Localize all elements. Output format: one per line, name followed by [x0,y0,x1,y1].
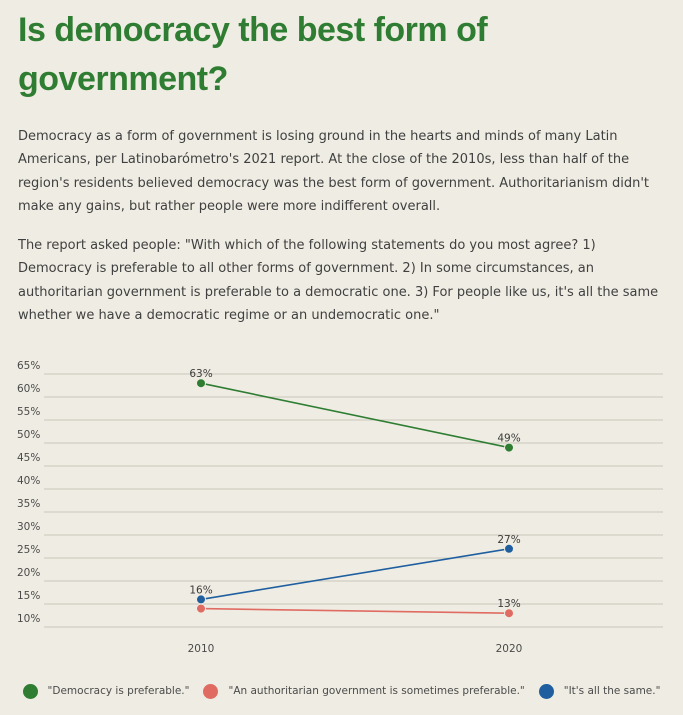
legend-label: "Democracy is preferable." [47,685,190,697]
y-tick-label: 15% [17,590,40,602]
legend-item: "An authoritarian government is sometime… [203,683,525,699]
x-tick-label: 2010 [188,643,215,655]
y-tick-label: 10% [17,613,40,625]
legend-item: "It's all the same." [538,683,661,699]
y-tick-label: 60% [17,383,40,395]
y-tick-label: 30% [17,521,40,533]
legend-label: "An authoritarian government is sometime… [228,685,525,697]
data-label: 27% [497,534,520,546]
data-point [196,594,206,605]
y-tick-label: 65% [17,360,40,372]
series-line [200,548,510,601]
data-point [504,543,514,554]
data-label: 13% [497,598,520,610]
legend-swatch [203,683,219,699]
data-point [196,378,206,389]
legend-label: "It's all the same." [563,685,661,697]
y-tick-label: 45% [17,452,40,464]
y-tick-label: 35% [17,498,40,510]
y-tick-label: 55% [17,406,40,418]
page-title: Is democracy the best form of government… [18,11,488,98]
line-chart: 65% 60% 55% 50% 45% 40% 35% 30% 25% 20% 15% 10% 2010… [17,360,663,655]
x-tick-label: 2020 [496,643,523,655]
series-line [200,607,510,614]
y-tick-label: 20% [17,567,40,579]
y-tick-label: 50% [17,429,40,441]
data-label: 16% [189,584,212,596]
legend-swatch [22,683,38,699]
y-tick-label: 40% [17,475,40,487]
data-point [504,608,514,619]
chart-legend: "Democracy is preferable." "An authoritar… [0,680,683,702]
data-point [196,603,206,614]
data-label: 63% [189,368,212,380]
legend-item: "Democracy is preferable." [22,683,190,699]
legend-swatch [538,683,554,699]
series-line [200,382,510,449]
data-label: 49% [497,433,520,445]
intro-paragraph: Democracy as a form of government is los… [18,129,650,214]
y-tick-label: 25% [17,544,40,556]
data-point [504,442,514,453]
survey-question-paragraph: The report asked people: "With which of … [18,238,659,323]
